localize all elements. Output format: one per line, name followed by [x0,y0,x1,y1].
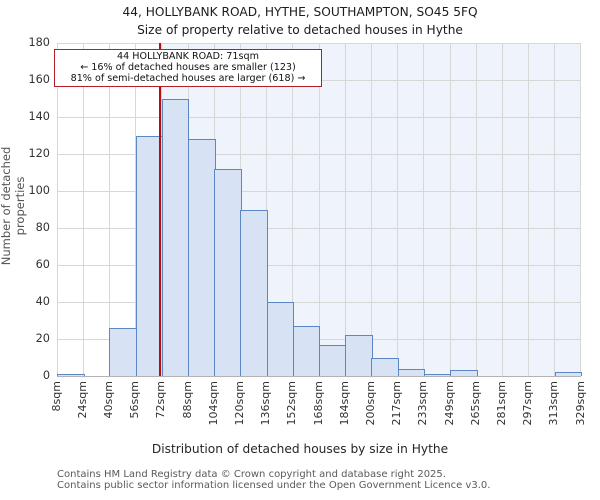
histogram-bar [240,209,269,376]
x-tick-label: 184sqm [337,381,351,426]
annotation-line-3: 81% of semi-detached houses are larger (… [70,72,306,84]
y-tick-label: 100 [28,184,50,197]
vertical-gridline [370,43,372,376]
x-tick-label: 168sqm [311,381,325,426]
horizontal-gridline [57,302,581,303]
vertical-gridline [344,43,346,376]
x-tick-label: 297sqm [521,381,535,426]
x-tick-label: 56sqm [128,381,142,419]
y-tick-label: 140 [28,110,50,123]
horizontal-gridline [57,43,581,44]
histogram-bar [214,168,242,376]
plot-area: 44 HOLLYBANK ROAD: 71sqm ← 16% of detach… [54,43,583,378]
y-tick-label: 180 [28,36,50,49]
x-tick-label: 136sqm [259,381,273,426]
horizontal-gridline [57,154,581,155]
y-tick-label: 60 [35,258,50,271]
x-tick-label: 8sqm [49,381,63,412]
x-tick-label: 40sqm [101,381,115,419]
histogram-bar [450,370,478,376]
x-tick-label: 104sqm [206,381,220,426]
y-tick-label: 0 [42,369,50,382]
footer-attribution-line-2: Contains public sector information licen… [57,480,491,491]
vertical-gridline [528,43,530,376]
y-tick-label: 80 [35,221,50,234]
chart-subtitle: Size of property relative to detached ho… [137,23,463,37]
histogram-bar [188,139,216,376]
y-tick-label: 20 [35,332,50,345]
x-tick-label: 152sqm [285,381,299,426]
x-tick-label: 120sqm [232,381,246,426]
annotation-line-2: ← 16% of detached houses are smaller (12… [80,61,296,73]
vertical-gridline [56,43,58,376]
horizontal-gridline [57,117,581,118]
x-tick-label: 265sqm [468,381,482,426]
histogram-bar [161,98,190,376]
x-tick-label: 233sqm [416,381,430,426]
x-tick-label: 217sqm [390,381,404,426]
horizontal-gridline [57,265,581,266]
vertical-gridline [318,43,320,376]
histogram-bar [57,374,85,376]
y-tick-label: 120 [28,147,50,160]
histogram-bar [371,357,400,376]
footer-attribution-line-1: Contains HM Land Registry data © Crown c… [57,469,446,480]
histogram-bar [292,326,321,376]
vertical-gridline [554,43,556,376]
x-tick-label: 88sqm [180,381,194,419]
y-tick-label: 40 [35,295,50,308]
x-tick-label: 329sqm [573,381,587,426]
x-tick-label: 313sqm [547,381,561,426]
annotation-line-1: 44 HOLLYBANK ROAD: 71sqm [117,51,259,62]
vertical-gridline [82,43,84,376]
histogram-bar [135,135,164,376]
vertical-gridline [501,43,503,376]
histogram-bar [397,368,426,376]
chart-title: 44, HOLLYBANK ROAD, HYTHE, SOUTHAMPTON, … [122,5,478,19]
histogram-bar [554,372,583,376]
horizontal-gridline [57,228,581,229]
vertical-gridline [580,43,581,376]
histogram-bar [319,344,347,376]
property-annotation-box: 44 HOLLYBANK ROAD: 71sqm ← 16% of detach… [54,49,322,88]
vertical-gridline [423,43,425,376]
horizontal-gridline [57,191,581,192]
property-size-marker-line [159,43,162,376]
histogram-bar [266,302,295,376]
x-tick-label: 200sqm [363,381,377,426]
vertical-gridline [292,43,294,376]
x-axis-title: Distribution of detached houses by size … [151,442,449,456]
vertical-gridline [475,43,477,376]
vertical-gridline [108,43,110,376]
vertical-gridline [397,43,399,376]
x-tick-label: 249sqm [442,381,456,426]
histogram-bar [345,335,373,376]
x-tick-label: 281sqm [494,381,508,426]
x-tick-label: 72sqm [154,381,168,419]
vertical-gridline [449,43,451,376]
histogram-bar [423,374,452,376]
y-tick-label: 160 [28,73,50,86]
x-tick-label: 24sqm [75,381,89,419]
x-axis-line [57,376,581,378]
histogram-bar [109,327,138,376]
